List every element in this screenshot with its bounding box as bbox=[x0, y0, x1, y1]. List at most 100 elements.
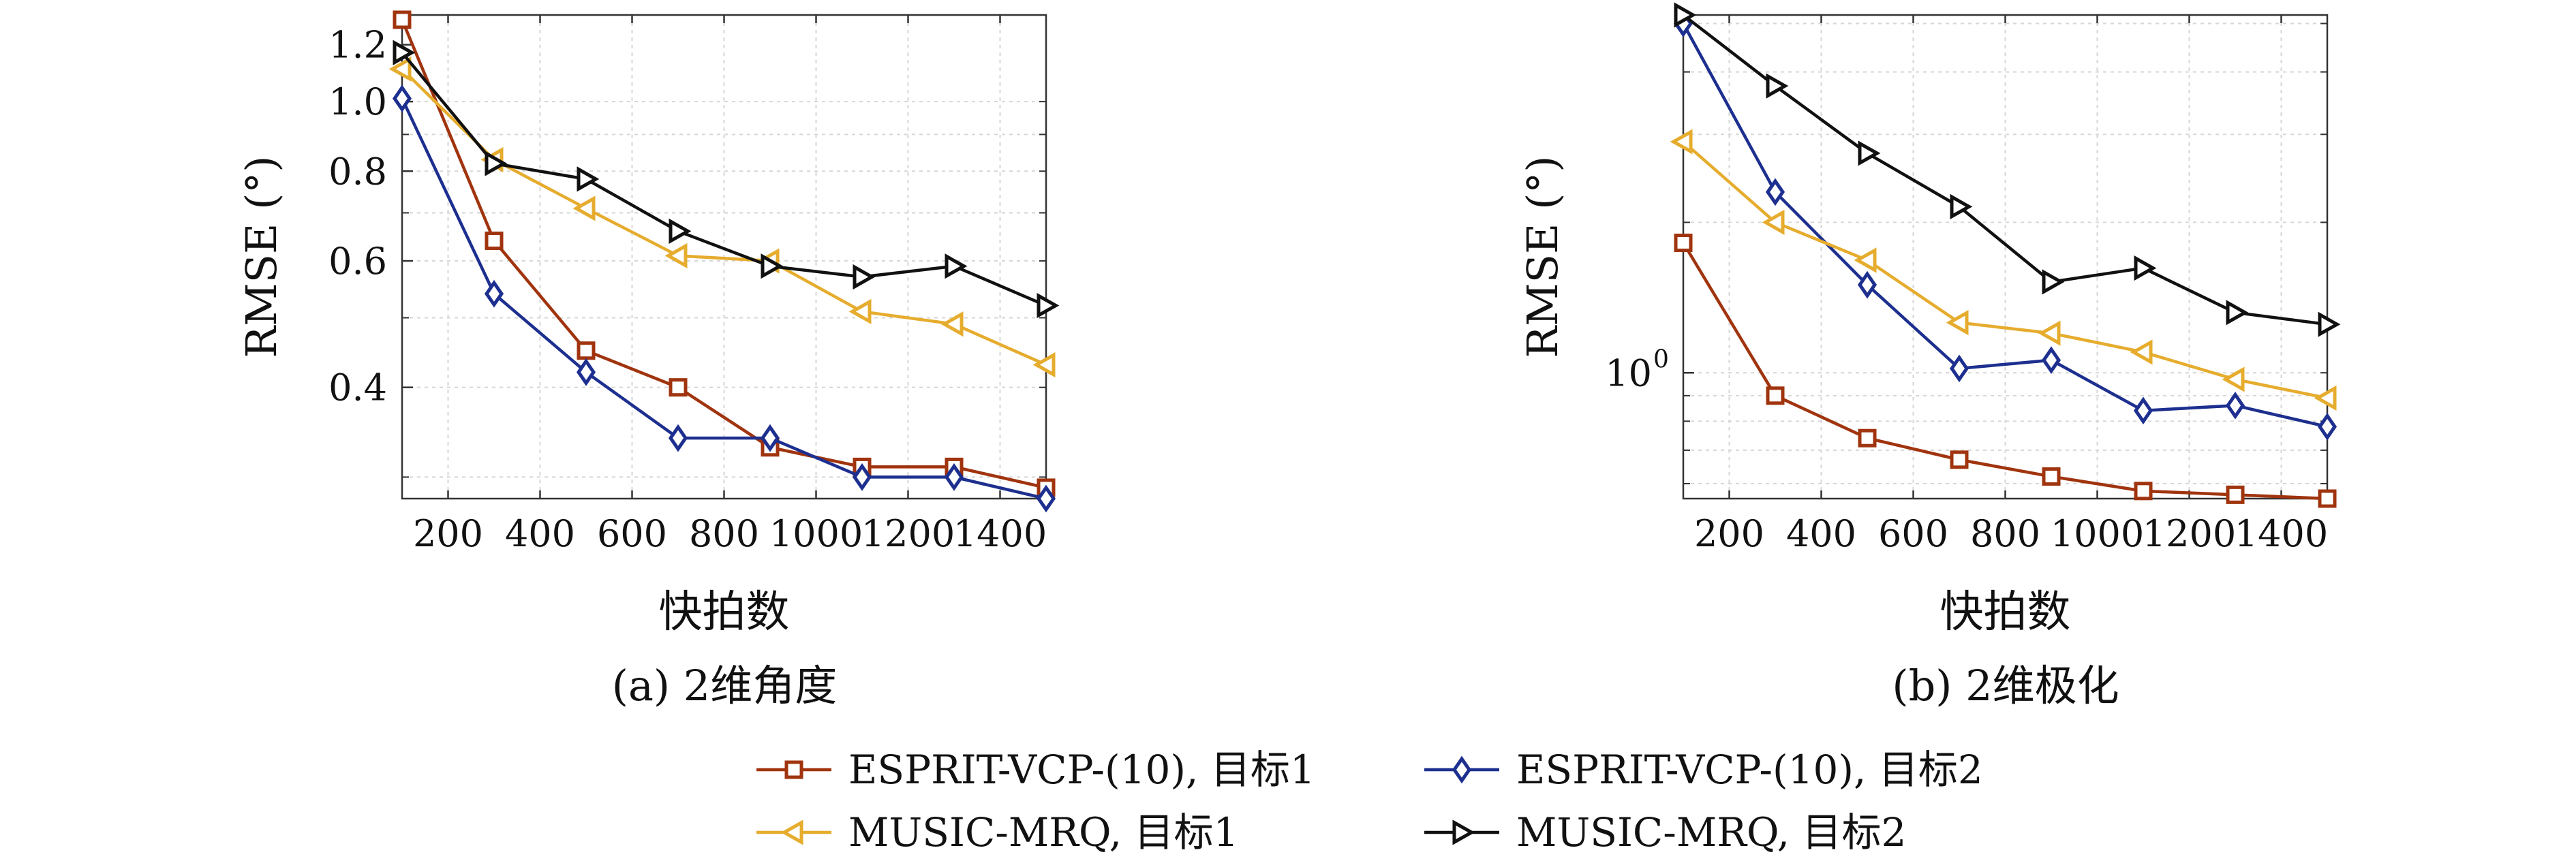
data-point bbox=[2225, 391, 2245, 420]
series-line bbox=[401, 67, 1047, 366]
x-tick-label: 1200 bbox=[2143, 512, 2236, 555]
series-line bbox=[401, 51, 1047, 307]
data-point bbox=[2042, 269, 2065, 295]
subfigure-caption: (a) 2维角度 bbox=[612, 661, 838, 710]
series-3 bbox=[388, 56, 1056, 378]
data-point bbox=[945, 253, 968, 279]
legend: ESPRIT-VCP-(10), 目标1 ESPRIT-VCP-(10), 目标2… bbox=[756, 747, 1983, 856]
data-point bbox=[1946, 310, 1969, 336]
legend-marker bbox=[780, 819, 803, 845]
data-point bbox=[2222, 366, 2245, 392]
data-point bbox=[1858, 140, 1881, 166]
legend-label: ESPRIT-VCP-(10), 目标2 bbox=[1516, 747, 1983, 793]
y-tick-label: 0.8 bbox=[328, 150, 387, 193]
data-point bbox=[2318, 311, 2341, 337]
data-point bbox=[485, 231, 504, 250]
data-point bbox=[669, 218, 692, 244]
x-tick-label: 600 bbox=[1878, 512, 1948, 555]
data-point bbox=[393, 40, 416, 65]
legend-marker bbox=[784, 760, 803, 779]
data-point bbox=[484, 279, 504, 308]
legend-entry: MUSIC-MRQ, 目标1 bbox=[756, 809, 1238, 856]
data-point bbox=[392, 84, 412, 112]
y-tick-label: 0.4 bbox=[328, 366, 387, 409]
data-point bbox=[2317, 413, 2337, 441]
data-point bbox=[1854, 247, 1877, 273]
data-point bbox=[1032, 351, 1056, 378]
data-point bbox=[2130, 339, 2153, 365]
data-point bbox=[1036, 484, 1056, 513]
series-line bbox=[1682, 242, 2328, 501]
x-tick-label: 200 bbox=[1694, 512, 1764, 555]
x-axis-label: 快拍数 bbox=[1940, 587, 2071, 638]
series-2 bbox=[1673, 10, 2337, 441]
series-3 bbox=[1670, 129, 2337, 411]
y-axis-label: RMSE (°) bbox=[1518, 156, 1567, 358]
data-point bbox=[853, 264, 876, 290]
data-point bbox=[944, 463, 964, 491]
data-point bbox=[577, 166, 600, 192]
data-point bbox=[669, 378, 688, 397]
data-point bbox=[2038, 320, 2061, 346]
x-tick-label: 400 bbox=[1786, 512, 1856, 555]
series-line bbox=[1682, 140, 2328, 400]
y-tick-label: 1.0 bbox=[328, 80, 387, 123]
legend-label: ESPRIT-VCP-(10), 目标1 bbox=[848, 747, 1315, 793]
y-tick-label: 0.6 bbox=[328, 240, 387, 283]
series-line bbox=[1682, 22, 2328, 428]
series-4 bbox=[393, 40, 1060, 319]
x-tick-label: 1000 bbox=[2051, 512, 2144, 555]
legend-marker bbox=[1452, 819, 1475, 845]
data-point bbox=[577, 341, 596, 360]
legend-marker bbox=[1452, 755, 1472, 784]
data-point bbox=[1766, 73, 1789, 99]
x-tick-label: 800 bbox=[1970, 512, 2040, 555]
data-point bbox=[852, 463, 872, 491]
data-point bbox=[1765, 178, 1785, 206]
data-point bbox=[393, 10, 412, 29]
series-2 bbox=[392, 84, 1056, 513]
data-point bbox=[668, 424, 688, 452]
x-axis-label: 快拍数 bbox=[659, 587, 790, 638]
data-point bbox=[940, 311, 964, 337]
legend-entry: ESPRIT-VCP-(10), 目标1 bbox=[756, 747, 1315, 793]
y-axis-label: RMSE (°) bbox=[236, 156, 286, 358]
legend-label: MUSIC-MRQ, 目标2 bbox=[1516, 809, 1906, 856]
data-point bbox=[848, 298, 872, 325]
data-point bbox=[761, 253, 784, 279]
x-tick-label: 1400 bbox=[953, 512, 1047, 555]
data-point bbox=[1037, 292, 1060, 319]
data-point bbox=[2226, 300, 2249, 326]
y-tick-exponent: 0 bbox=[1653, 345, 1669, 373]
data-point bbox=[2042, 467, 2061, 486]
legend-entry: ESPRIT-VCP-(10), 目标2 bbox=[1424, 747, 1983, 793]
data-point bbox=[2134, 482, 2153, 501]
x-tick-label: 400 bbox=[505, 512, 575, 555]
y-tick-label: 1.2 bbox=[328, 24, 387, 67]
series-1 bbox=[1674, 233, 2337, 508]
data-point bbox=[1670, 129, 1693, 155]
series-line bbox=[400, 19, 1047, 490]
y-tick-label: 10 bbox=[1605, 351, 1652, 394]
data-point bbox=[1762, 209, 1785, 236]
data-point bbox=[1674, 233, 1693, 252]
data-point bbox=[1857, 270, 1877, 299]
data-point bbox=[1950, 193, 1973, 219]
grid bbox=[1683, 15, 2327, 499]
legend-entry: MUSIC-MRQ, 目标2 bbox=[1424, 809, 1906, 856]
x-tick-label: 1400 bbox=[2235, 512, 2328, 555]
data-point bbox=[2318, 489, 2337, 508]
data-point bbox=[2133, 396, 2153, 425]
x-tick-label: 600 bbox=[597, 512, 667, 555]
data-point bbox=[2314, 385, 2337, 411]
subfigure-caption: (b) 2维极化 bbox=[1892, 661, 2119, 710]
data-point bbox=[1674, 2, 1697, 28]
data-point bbox=[1950, 450, 1969, 469]
legend-label: MUSIC-MRQ, 目标1 bbox=[848, 809, 1238, 856]
data-point bbox=[664, 242, 688, 269]
data-point bbox=[1949, 354, 1969, 383]
data-point bbox=[760, 424, 780, 452]
